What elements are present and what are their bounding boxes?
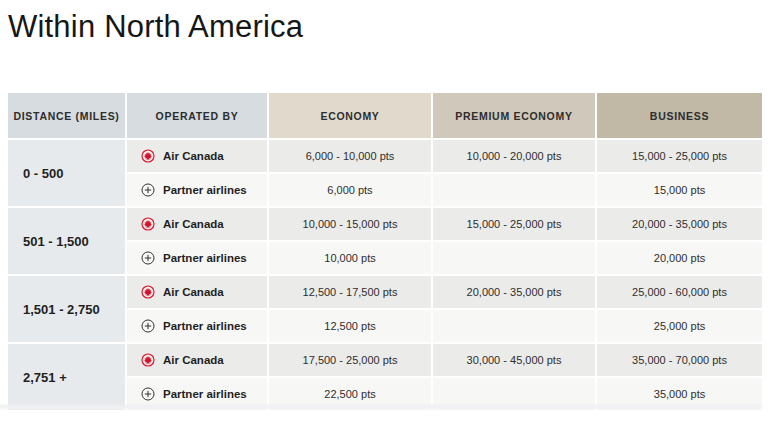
distance-cell: 0 - 500 xyxy=(8,140,125,206)
award-value-cell: 12,500 - 17,500 pts xyxy=(269,276,431,308)
circled-plus-icon xyxy=(141,183,155,197)
air-canada-icon xyxy=(141,353,155,367)
operator-label: Partner airlines xyxy=(163,252,247,264)
operator-cell-air-canada: Air Canada xyxy=(127,344,267,376)
circled-plus-icon xyxy=(141,319,155,333)
column-header-economy: ECONOMY xyxy=(269,93,431,138)
column-header-distance: DISTANCE (MILES) xyxy=(8,93,125,138)
operator-label: Air Canada xyxy=(163,286,224,298)
operator-cell-air-canada: Air Canada xyxy=(127,208,267,240)
table-bottom-shadow xyxy=(0,405,762,409)
operator-label: Air Canada xyxy=(163,354,224,366)
operator-cell-air-canada: Air Canada xyxy=(127,140,267,172)
air-canada-icon xyxy=(141,285,155,299)
award-value-cell: 25,000 pts xyxy=(597,310,762,342)
award-value-cell xyxy=(433,310,595,342)
distance-cell: 1,501 - 2,750 xyxy=(8,276,125,342)
award-value-cell: 15,000 - 25,000 pts xyxy=(597,140,762,172)
operator-label: Air Canada xyxy=(163,218,224,230)
award-value-cell: 6,000 - 10,000 pts xyxy=(269,140,431,172)
award-value-cell: 20,000 - 35,000 pts xyxy=(597,208,762,240)
award-value-cell: 25,000 - 60,000 pts xyxy=(597,276,762,308)
award-value-cell: 20,000 - 35,000 pts xyxy=(433,276,595,308)
column-header-business: BUSINESS xyxy=(597,93,762,138)
distance-cell: 501 - 1,500 xyxy=(8,208,125,274)
award-value-cell: 15,000 - 25,000 pts xyxy=(433,208,595,240)
operator-cell-partner: Partner airlines xyxy=(127,242,267,274)
operator-cell-partner: Partner airlines xyxy=(127,310,267,342)
award-value-cell: 35,000 - 70,000 pts xyxy=(597,344,762,376)
award-value-cell: 17,500 - 25,000 pts xyxy=(269,344,431,376)
award-value-cell: 10,000 pts xyxy=(269,242,431,274)
column-header-premium-economy: PREMIUM ECONOMY xyxy=(433,93,595,138)
operator-cell-air-canada: Air Canada xyxy=(127,276,267,308)
operator-label: Partner airlines xyxy=(163,320,247,332)
air-canada-icon xyxy=(141,149,155,163)
air-canada-icon xyxy=(141,217,155,231)
circled-plus-icon xyxy=(141,387,155,401)
award-value-cell: 12,500 pts xyxy=(269,310,431,342)
award-value-cell: 15,000 pts xyxy=(597,174,762,206)
award-value-cell: 10,000 - 20,000 pts xyxy=(433,140,595,172)
page-title: Within North America xyxy=(8,8,770,46)
column-header-operated-by: OPERATED BY xyxy=(127,93,267,138)
award-chart-table: DISTANCE (MILES) OPERATED BY ECONOMY PRE… xyxy=(8,93,762,410)
operator-label: Partner airlines xyxy=(163,184,247,196)
distance-cell: 2,751 + xyxy=(8,344,125,410)
operator-cell-partner: Partner airlines xyxy=(127,174,267,206)
operator-label: Air Canada xyxy=(163,150,224,162)
award-value-cell xyxy=(433,174,595,206)
page: Within North America DISTANCE (MILES) OP… xyxy=(0,0,770,423)
award-value-cell: 20,000 pts xyxy=(597,242,762,274)
award-value-cell: 30,000 - 45,000 pts xyxy=(433,344,595,376)
circled-plus-icon xyxy=(141,251,155,265)
award-value-cell: 10,000 - 15,000 pts xyxy=(269,208,431,240)
award-value-cell: 6,000 pts xyxy=(269,174,431,206)
operator-label: Partner airlines xyxy=(163,388,247,400)
award-value-cell xyxy=(433,242,595,274)
